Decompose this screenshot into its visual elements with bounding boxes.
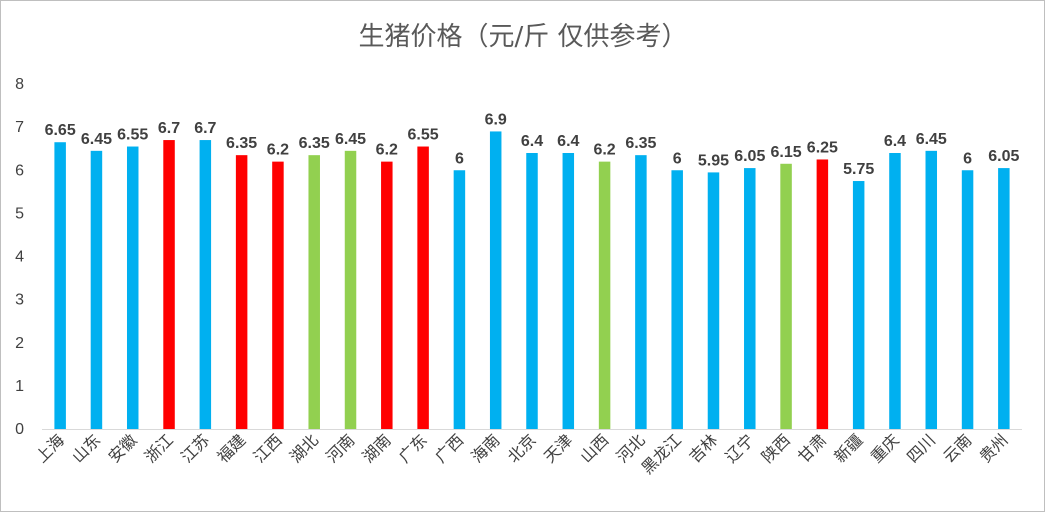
y-tick-label: 4 bbox=[15, 249, 24, 266]
x-tick-label: 北京 bbox=[504, 430, 540, 466]
x-tick-label: 河南 bbox=[322, 430, 358, 466]
bar-安徽 bbox=[126, 146, 139, 429]
bar-新疆 bbox=[852, 181, 865, 429]
x-tick-label: 浙江 bbox=[141, 430, 177, 466]
chart-title: 生猪价格（元/斤 仅供参考） bbox=[358, 22, 687, 52]
x-tick-label: 江西 bbox=[250, 430, 286, 466]
data-label: 6.35 bbox=[226, 135, 257, 152]
x-tick-label: 福建 bbox=[213, 430, 249, 466]
bar-广东 bbox=[417, 146, 429, 429]
x-tick-label: 辽宁 bbox=[722, 430, 758, 466]
data-label: 6.45 bbox=[81, 131, 112, 148]
data-label: 6 bbox=[455, 150, 464, 167]
data-label: 6.25 bbox=[807, 139, 838, 156]
data-label: 6.05 bbox=[734, 148, 765, 165]
x-tick-label: 甘肃 bbox=[794, 430, 830, 466]
bar-河南 bbox=[344, 150, 357, 429]
bar-广西 bbox=[453, 170, 466, 429]
bar-湖北 bbox=[308, 155, 320, 429]
data-label: 6.2 bbox=[376, 142, 398, 159]
x-tick-label: 黑龙江 bbox=[638, 430, 685, 477]
bar-甘肃 bbox=[816, 159, 829, 429]
bar-吉林 bbox=[707, 172, 720, 429]
data-label: 6.05 bbox=[988, 148, 1019, 165]
data-label: 6.45 bbox=[335, 131, 366, 148]
y-tick-label: 7 bbox=[15, 119, 24, 136]
bar-江西 bbox=[272, 161, 284, 430]
x-tick-label: 山东 bbox=[68, 430, 104, 466]
data-label: 6.4 bbox=[521, 133, 543, 150]
data-label: 6.7 bbox=[158, 120, 180, 137]
x-tick-label: 吉林 bbox=[685, 430, 721, 466]
data-label: 6.55 bbox=[117, 127, 148, 144]
x-tick-label: 云南 bbox=[939, 430, 975, 466]
x-tick-label: 江苏 bbox=[177, 430, 213, 466]
data-label: 6.35 bbox=[299, 135, 330, 152]
bar-福建 bbox=[235, 155, 248, 429]
data-label: 6.15 bbox=[770, 144, 801, 161]
bar-四川 bbox=[925, 150, 938, 429]
bar-河北 bbox=[635, 155, 647, 429]
x-tick-label: 安徽 bbox=[104, 430, 140, 466]
data-label: 6 bbox=[673, 150, 682, 167]
bar-重庆 bbox=[889, 153, 901, 429]
x-tick-label: 海南 bbox=[467, 430, 503, 466]
data-label: 6.7 bbox=[194, 120, 216, 137]
bar-辽宁 bbox=[744, 168, 756, 429]
data-label: 6 bbox=[963, 150, 972, 167]
bar-山西 bbox=[598, 161, 611, 430]
y-tick-label: 2 bbox=[15, 335, 24, 352]
x-tick-label: 四川 bbox=[903, 430, 939, 466]
bar-湖南 bbox=[381, 161, 393, 430]
x-tick-label: 广西 bbox=[431, 430, 467, 466]
bar-天津 bbox=[562, 153, 575, 429]
data-label: 6.65 bbox=[45, 122, 76, 139]
x-tick-label: 贵州 bbox=[976, 430, 1012, 466]
bar-山东 bbox=[90, 150, 103, 429]
bar-海南 bbox=[489, 131, 502, 429]
bar-贵州 bbox=[998, 168, 1010, 429]
x-axis-ticks: 上海 山东 安徽 浙江 江苏 福建 江西 湖北 河南 湖南 广东 广西 海南 北京 天津 山西 河北黑龙江 吉林辽… bbox=[32, 430, 1012, 477]
data-label: 6.4 bbox=[884, 133, 906, 150]
bar-浙江 bbox=[163, 140, 175, 429]
data-label: 6.2 bbox=[593, 142, 615, 159]
y-tick-label: 3 bbox=[15, 292, 24, 309]
data-label: 5.75 bbox=[843, 161, 874, 178]
x-tick-label: 山西 bbox=[576, 430, 612, 466]
y-tick-label: 1 bbox=[15, 378, 24, 395]
bar-云南 bbox=[961, 170, 974, 429]
bar-series bbox=[54, 131, 1010, 430]
data-labels: 6.65 6.45 6.55 6.7 6.7 6.35 6.2 6.35 6.45 6.2 6.55… bbox=[45, 111, 1020, 178]
data-label: 6.55 bbox=[408, 127, 439, 144]
bar-江苏 bbox=[199, 140, 212, 429]
x-tick-label: 天津 bbox=[540, 430, 576, 466]
bar-上海 bbox=[54, 142, 66, 429]
y-tick-label: 5 bbox=[15, 205, 24, 222]
data-label: 6.45 bbox=[916, 131, 947, 148]
y-axis-ticks: 0 1 2 3 4 5 6 7 8 bbox=[15, 76, 24, 438]
y-tick-label: 0 bbox=[15, 421, 24, 438]
y-tick-label: 6 bbox=[15, 162, 24, 179]
x-tick-label: 重庆 bbox=[867, 430, 903, 466]
bar-陕西 bbox=[780, 163, 792, 429]
data-label: 6.9 bbox=[485, 111, 507, 128]
x-tick-label: 新疆 bbox=[830, 430, 866, 466]
data-label: 6.2 bbox=[267, 142, 289, 159]
data-label: 6.35 bbox=[625, 135, 656, 152]
x-tick-label: 湖南 bbox=[359, 430, 395, 466]
y-tick-label: 8 bbox=[15, 76, 24, 93]
bar-黑龙江 bbox=[671, 170, 683, 429]
x-tick-label: 湖北 bbox=[286, 430, 322, 466]
x-tick-label: 上海 bbox=[32, 430, 68, 466]
data-label: 6.4 bbox=[557, 133, 579, 150]
x-tick-label: 陕西 bbox=[758, 430, 794, 466]
x-tick-label: 广东 bbox=[395, 430, 431, 466]
data-label: 5.95 bbox=[698, 152, 729, 169]
bar-北京 bbox=[526, 153, 538, 429]
